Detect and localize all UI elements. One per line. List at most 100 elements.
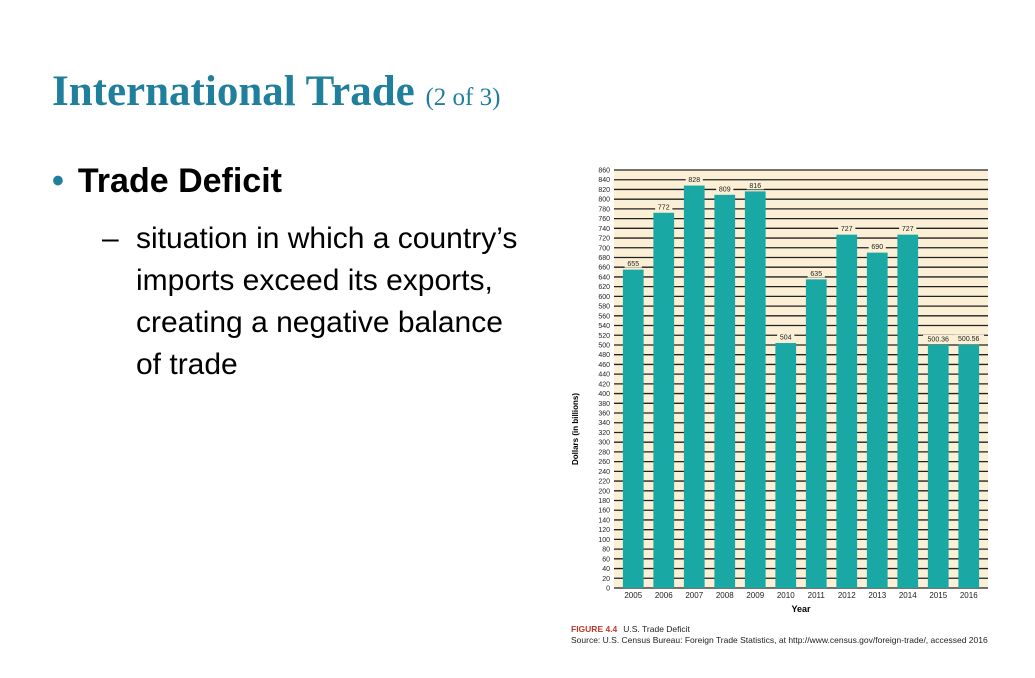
chart-y-tick-label: 740: [598, 226, 610, 233]
chart-data-label-bg: [685, 175, 703, 184]
chart-y-tick-label: 0: [606, 586, 610, 593]
slide-title-suffix: (2 of 3): [425, 84, 501, 111]
chart-y-tick-label: 620: [598, 284, 610, 291]
chart-bar: [927, 344, 949, 588]
chart-x-tick-label: 2011: [808, 591, 826, 600]
chart-x-tick-label: 2010: [777, 591, 795, 600]
figure-caption-line: FIGURE 4.4 U.S. Trade Deficit: [571, 624, 1011, 635]
chart-data-label-bg: [899, 224, 917, 233]
chart-x-tick-label: 2014: [899, 591, 917, 600]
slide-title-text: International Trade: [52, 68, 415, 115]
bullet-text: Trade Deficit: [77, 162, 282, 200]
chart-bar: [683, 185, 705, 589]
chart-y-tick-label: 720: [598, 236, 610, 243]
chart-x-tick-label: 2016: [960, 591, 978, 600]
chart-x-tick-label: 2015: [929, 591, 947, 600]
chart-y-tick-label: 400: [598, 391, 610, 398]
chart-y-tick-label: 780: [598, 206, 610, 213]
bullet-item: • Trade Deficit: [52, 160, 282, 202]
chart-x-tick-label: 2009: [746, 591, 764, 600]
chart-grid: [614, 169, 988, 589]
chart-x-tick-labels: 2005 2006 2007 2008 2009 2010 2011 2012 2013 2014…: [624, 591, 978, 600]
chart-y-tick-label: 440: [598, 372, 610, 379]
chart-bar: [714, 194, 736, 588]
slide-title: International Trade (2 of 3): [52, 64, 500, 126]
chart-y-tick-label: 140: [598, 517, 610, 524]
chart-bar: [775, 343, 797, 588]
chart-data-label-bg: [923, 334, 954, 343]
chart-y-tick-label: 180: [598, 498, 610, 505]
chart-y-tick-label: 660: [598, 265, 610, 272]
chart-data-labels: 655 772 828 809 816 504 635 727 690 727 500.36 500.…: [624, 175, 984, 343]
chart-x-tick-label: 2008: [716, 591, 734, 600]
chart-y-tick-label: 40: [602, 566, 610, 573]
chart-y-tick-label: 160: [598, 508, 610, 515]
chart-y-tick-label: 520: [598, 333, 610, 340]
chart-bar: [805, 279, 827, 588]
chart-data-label: 500.56: [958, 336, 980, 343]
chart-y-tick-label: 840: [598, 177, 610, 184]
chart-y-tick-label: 240: [598, 469, 610, 476]
chart-y-tick-label: 60: [602, 556, 610, 563]
chart-x-tick-label: 2012: [838, 591, 856, 600]
chart-data-label: 504: [780, 335, 792, 342]
chart-y-tick-label: 480: [598, 352, 610, 359]
chart-data-label-bg: [655, 202, 673, 211]
chart-data-label-bg: [624, 259, 642, 268]
chart-x-tick-label: 2006: [655, 591, 673, 600]
chart-data-label-bg: [807, 269, 825, 278]
chart-data-label-bg: [746, 181, 764, 190]
chart-y-tick-label: 100: [598, 537, 610, 544]
chart-x-axis-label: Year: [791, 604, 811, 614]
chart-y-tick-label: 260: [598, 459, 610, 466]
subbullet-item: – situation in which a country’s imports…: [102, 218, 532, 386]
chart-bar: [744, 191, 766, 588]
chart-y-tick-label: 220: [598, 479, 610, 486]
chart-data-label: 809: [719, 186, 731, 193]
chart-bar: [622, 269, 644, 588]
chart-data-label: 690: [871, 244, 883, 251]
chart-x-tick-label: 2013: [868, 591, 886, 600]
chart-data-label-bg: [838, 224, 856, 233]
chart-data-label-bg: [953, 334, 984, 343]
chart-y-tick-label: 80: [602, 547, 610, 554]
chart-y-tick-label: 540: [598, 323, 610, 330]
chart-bar: [958, 344, 980, 588]
figure-title: U.S. Trade Deficit: [623, 624, 690, 634]
chart-bar: [653, 212, 675, 588]
chart-y-tick-label: 860: [598, 168, 610, 175]
chart-y-tick-label: 560: [598, 313, 610, 320]
chart-y-tick-label: 420: [598, 381, 610, 388]
chart-y-tick-labels: 0 20 40 60 80 100 120 140 160 180 200 220 240 260 280 3…: [598, 168, 610, 593]
chart-data-label: 727: [902, 226, 914, 233]
chart-y-tick-label: 200: [598, 488, 610, 495]
chart-bar: [897, 234, 919, 588]
subbullet-dash: –: [102, 222, 119, 255]
figure-caption: FIGURE 4.4 U.S. Trade Deficit Source: U.S…: [571, 624, 1011, 646]
chart-data-label-bg: [777, 333, 795, 342]
chart-data-label: 772: [658, 204, 670, 211]
chart-y-tick-label: 460: [598, 362, 610, 369]
chart-bar: [836, 234, 858, 588]
chart-y-tick-label: 120: [598, 527, 610, 534]
chart-bar: [866, 252, 888, 588]
chart-y-tick-label: 760: [598, 216, 610, 223]
chart-y-tick-label: 580: [598, 304, 610, 311]
chart-y-tick-label: 320: [598, 430, 610, 437]
chart-y-tick-label: 700: [598, 245, 610, 252]
chart-y-tick-label: 600: [598, 294, 610, 301]
chart-bars: [622, 185, 980, 589]
chart-y-tick-label: 800: [598, 197, 610, 204]
chart-data-label-bg: [868, 242, 886, 251]
chart-y-tick-label: 280: [598, 449, 610, 456]
figure-label: FIGURE 4.4: [571, 624, 618, 634]
trade-deficit-chart: 0 20 40 60 80 100 120 140 160 180 200 220 240 260 280 3…: [571, 168, 988, 614]
chart-y-tick-label: 820: [598, 187, 610, 194]
chart-y-tick-label: 500: [598, 342, 610, 349]
bullet-dot-icon: •: [52, 162, 64, 200]
subbullet-text: situation in which a country’s imports e…: [136, 222, 518, 381]
chart-y-tick-label: 640: [598, 274, 610, 281]
chart-y-tick-label: 340: [598, 420, 610, 427]
chart-x-tick-label: 2005: [624, 591, 642, 600]
chart-y-axis-label: Dollars (in billions): [571, 393, 580, 465]
